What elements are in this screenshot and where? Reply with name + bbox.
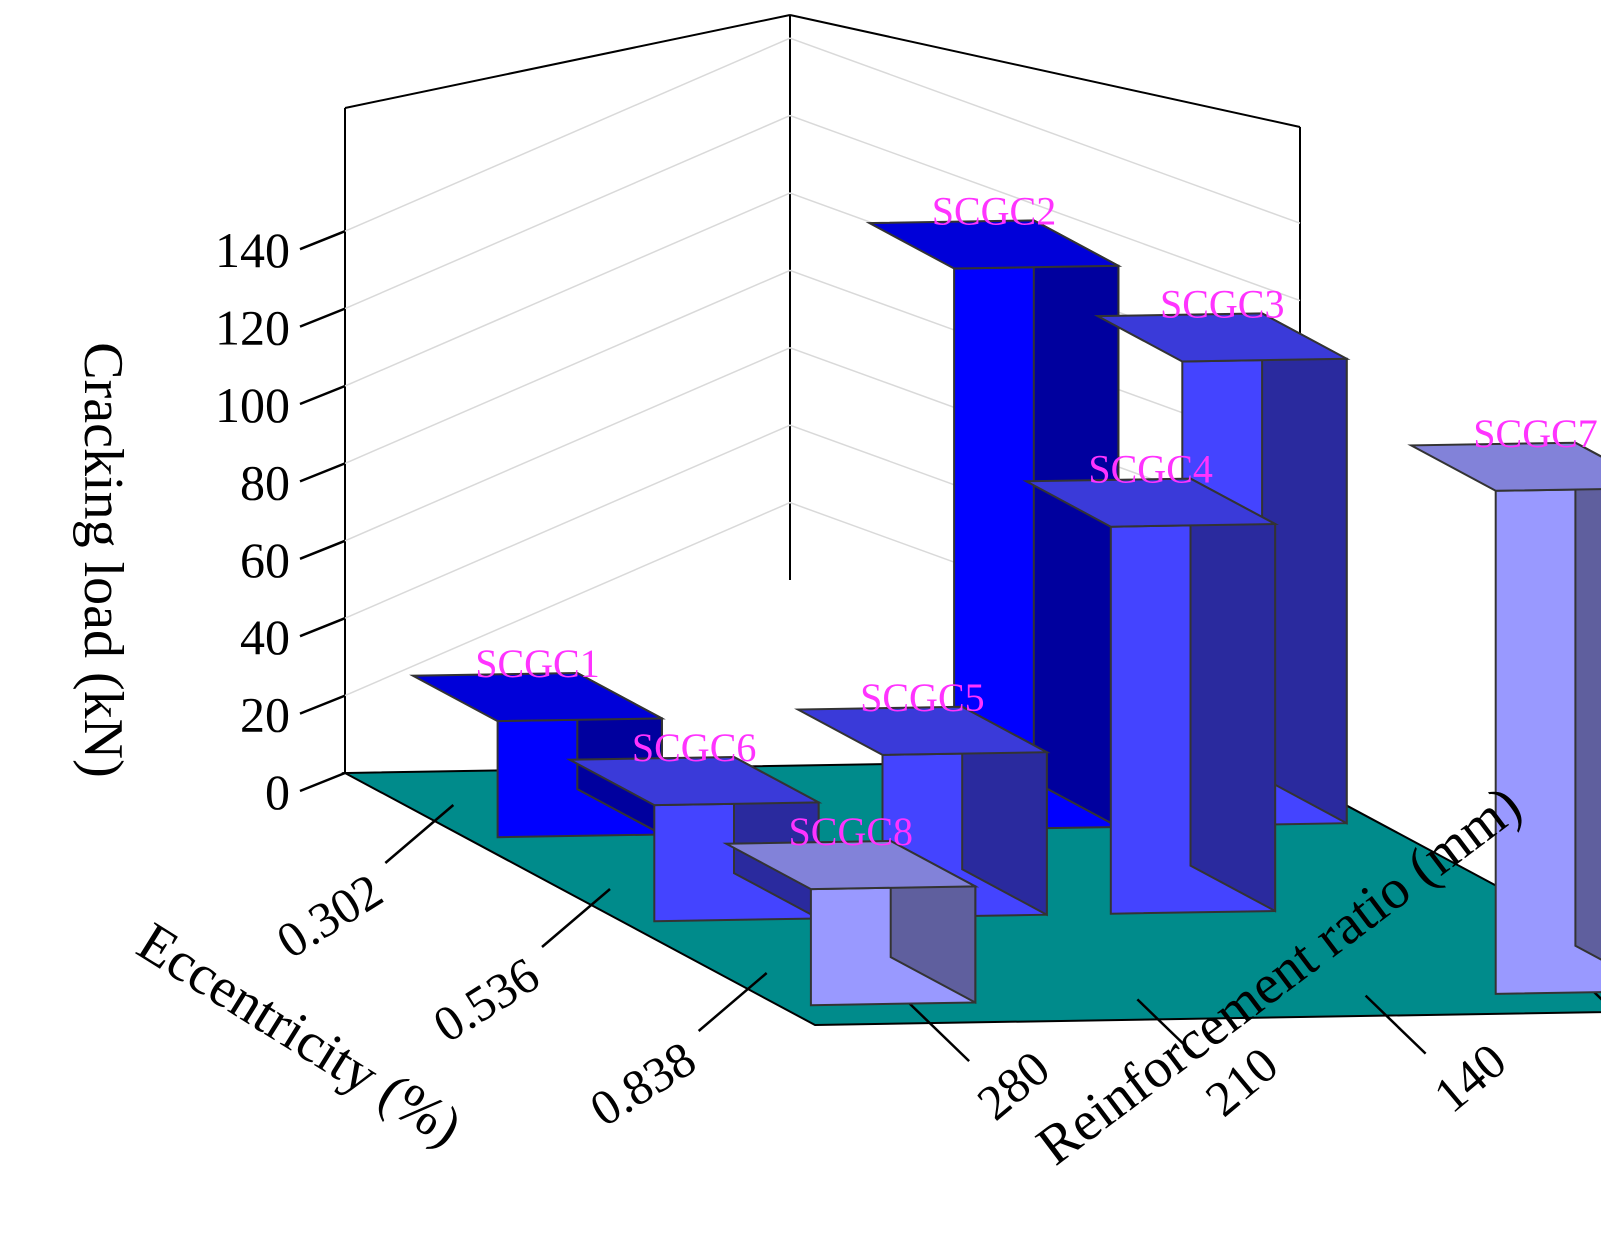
back-walls [344, 14, 1301, 773]
x-tick-label-0.838: 0.838 [580, 1030, 705, 1137]
bar-label-SCGC2: SCGC2 [932, 188, 1057, 233]
z-axis-title: Cracking load (kN) [72, 342, 134, 777]
bar-label-SCGC7: SCGC7 [1473, 411, 1598, 456]
y-tick-label-140: 140 [1423, 1032, 1516, 1123]
left-wall [345, 15, 790, 773]
z-tick-label-120: 120 [215, 300, 290, 356]
bar-label-SCGC4: SCGC4 [1088, 447, 1213, 492]
y-tick-210 [1136, 998, 1199, 1059]
y-tick-280 [908, 1002, 970, 1063]
bars [409, 218, 1601, 1007]
bar-face-top-SCGC7 [1407, 441, 1601, 492]
z-tick-label-100: 100 [215, 377, 290, 433]
z-tick-0 [299, 771, 346, 793]
z-tick-20 [299, 694, 346, 715]
bar-SCGC2 [865, 218, 1123, 831]
bar-face-top-SCGC6 [565, 755, 823, 807]
z-tick-100 [299, 384, 346, 406]
z-tick-60 [299, 539, 346, 560]
x-tick-0.838 [697, 972, 768, 1032]
y-tick-140 [1364, 994, 1427, 1055]
wall-top-left [344, 14, 791, 109]
z-tick-label-60: 60 [240, 532, 290, 588]
z-tick-label-140: 140 [215, 222, 290, 278]
gridline-120 [344, 114, 1301, 310]
z-tick-80 [299, 462, 346, 483]
z-tick-label-40: 40 [240, 609, 290, 665]
x-tick-label-0.302: 0.302 [267, 862, 392, 969]
gridline-140 [344, 37, 1301, 232]
z-tick-label-20: 20 [240, 687, 290, 743]
gridline-60 [344, 346, 1301, 542]
x-tick-0.536 [541, 888, 611, 948]
bar-SCGC7 [1407, 441, 1601, 995]
bar-label-SCGC1: SCGC1 [475, 641, 600, 686]
bar-label-SCGC6: SCGC6 [632, 725, 757, 770]
z-tick-140 [299, 230, 346, 251]
z-tick-label-80: 80 [240, 454, 290, 510]
z-tick-40 [299, 617, 346, 638]
x-tick-0.302 [384, 804, 455, 864]
bar-labels: SCGC1 SCGC6 SCGC2 SCGC5 SCGC8 SCGC3 SCGC4 SCGC7 [475, 188, 1598, 854]
bar-face-top-SCGC2 [865, 219, 1123, 270]
bar-SCGC4 [1022, 476, 1279, 915]
z-tick-label-0: 0 [265, 764, 290, 820]
bar-label-SCGC3: SCGC3 [1160, 281, 1285, 326]
bar-face-top-SCGC1 [409, 671, 666, 723]
bar-label-SCGC8: SCGC8 [789, 809, 914, 854]
bar-SCGC1 [409, 671, 666, 839]
wall-top-right [789, 14, 1301, 128]
bar-face-top-SCGC4 [1022, 477, 1279, 528]
bar-face-side-SCGC4 [1189, 476, 1277, 913]
x-tick-label-0.536: 0.536 [423, 946, 548, 1053]
bar-face-top-SCGC5 [794, 705, 1051, 756]
bar-label-SCGC5: SCGC5 [860, 675, 985, 720]
bar-face-top-SCGC8 [722, 839, 980, 891]
z-tick-120 [299, 307, 346, 328]
bar-face-top-SCGC3 [1093, 312, 1351, 363]
bar-SCGC8 [722, 839, 980, 1007]
gridline-80 [344, 269, 1301, 465]
bar-face-side-SCGC7 [1574, 441, 1601, 961]
